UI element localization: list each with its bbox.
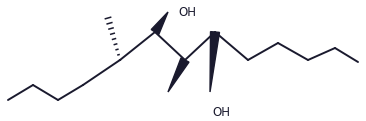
Polygon shape [168,58,189,92]
Polygon shape [210,32,220,92]
Polygon shape [151,12,168,34]
Text: OH: OH [178,6,196,19]
Text: OH: OH [212,106,230,119]
